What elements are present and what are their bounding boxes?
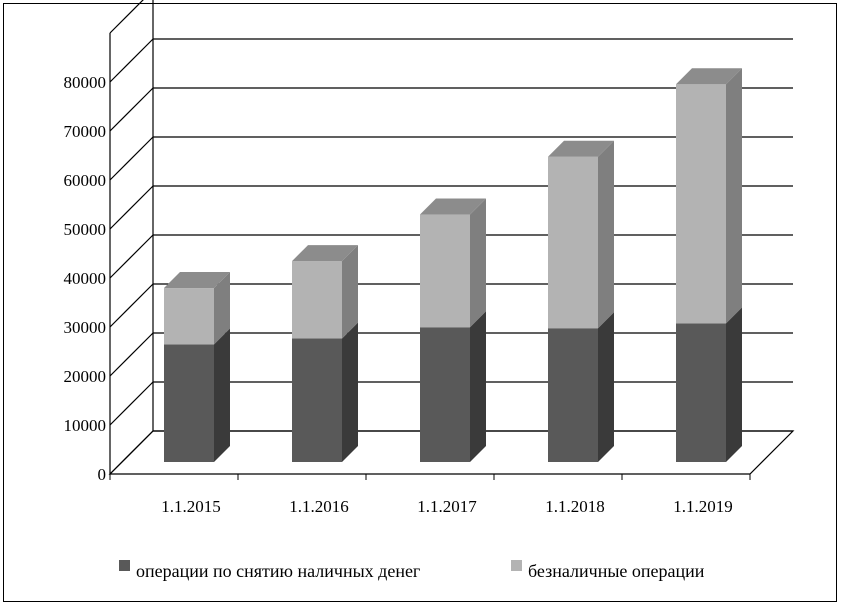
x-tick-label: 1.1.2019 bbox=[673, 497, 733, 516]
y-tick-label: 70000 bbox=[64, 122, 107, 141]
legend-label-cashless: безналичные операции bbox=[528, 561, 705, 581]
gridline-diagonal bbox=[109, 38, 154, 83]
bar-top bbox=[676, 68, 742, 85]
y-tick-label: 60000 bbox=[64, 171, 107, 190]
bar-side bbox=[214, 328, 230, 462]
y-tick-label: 50000 bbox=[64, 220, 107, 239]
bar-side bbox=[726, 307, 742, 462]
bar-top bbox=[164, 272, 230, 289]
bar-front bbox=[548, 328, 598, 462]
legend-swatch-cashless bbox=[511, 560, 522, 571]
gridline-diagonal bbox=[109, 332, 154, 377]
x-tick-label: 1.1.2016 bbox=[289, 497, 349, 516]
bar-front bbox=[292, 338, 342, 462]
gridline-diagonal bbox=[109, 185, 154, 230]
bar-side bbox=[598, 312, 614, 462]
x-tick-labels: 1.1.2015 1.1.2016 1.1.2017 1.1.2018 1.1.2019 bbox=[109, 474, 751, 516]
bar-front bbox=[676, 84, 726, 324]
bar-front bbox=[164, 344, 214, 462]
y-tick-label: 10000 bbox=[64, 416, 107, 435]
bar-front bbox=[420, 214, 470, 328]
y-tick-label: 20000 bbox=[64, 367, 107, 386]
bar-side bbox=[598, 140, 614, 329]
gridline-diagonal bbox=[109, 87, 154, 132]
bar-front bbox=[676, 323, 726, 462]
bar-side bbox=[470, 198, 486, 328]
y-tick-label: 80000 bbox=[64, 73, 107, 92]
y-tick-label: 30000 bbox=[64, 318, 107, 337]
bar-top bbox=[292, 245, 358, 262]
bar-front bbox=[420, 327, 470, 462]
bar-side bbox=[342, 245, 358, 339]
bar-side bbox=[470, 311, 486, 462]
bar-side bbox=[214, 272, 230, 345]
x-tick-label: 1.1.2015 bbox=[161, 497, 221, 516]
y-tick-label: 40000 bbox=[64, 269, 107, 288]
gridline-diagonal bbox=[109, 283, 154, 328]
bar-front bbox=[548, 156, 598, 329]
gridline-diagonal bbox=[109, 136, 154, 181]
bar-top bbox=[420, 198, 486, 215]
bar-front bbox=[292, 261, 342, 339]
bar-top bbox=[548, 140, 614, 157]
y-tick-labels: 0 10000 20000 30000 40000 50000 60000 70000 8000… bbox=[64, 73, 107, 484]
x-tick-label: 1.1.2017 bbox=[417, 497, 477, 516]
bar-side bbox=[726, 68, 742, 324]
legend: операции по снятию наличных денег безнал… bbox=[119, 560, 705, 581]
legend-swatch-cash bbox=[119, 560, 130, 571]
bar-front bbox=[164, 288, 214, 345]
gridline-diagonal bbox=[109, 381, 154, 426]
y-tick-label: 0 bbox=[98, 465, 107, 484]
bar-layer bbox=[164, 68, 742, 462]
legend-label-cash: операции по снятию наличных денег bbox=[136, 561, 420, 581]
gridline-diagonal bbox=[109, 234, 154, 279]
chart-floor bbox=[108, 430, 795, 475]
bar-side bbox=[342, 322, 358, 462]
x-tick-label: 1.1.2018 bbox=[545, 497, 605, 516]
gridline-diagonal bbox=[109, 0, 144, 34]
